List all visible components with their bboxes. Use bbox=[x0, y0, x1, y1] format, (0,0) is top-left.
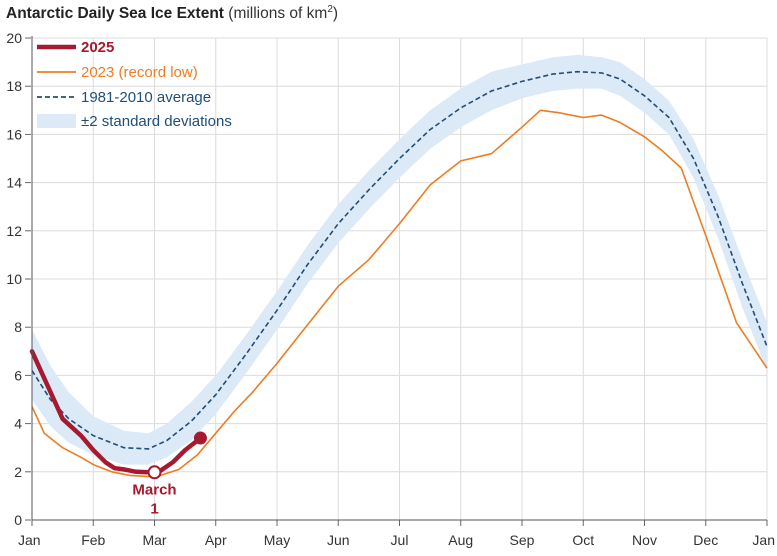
legend-label-band: ±2 standard deviations bbox=[81, 113, 232, 130]
y-tick-label: 14 bbox=[6, 175, 22, 191]
x-tick-label: Jun bbox=[327, 532, 350, 548]
series-lines bbox=[29, 70, 768, 478]
chart-title-unit: (millions of km2) bbox=[228, 4, 339, 23]
y-tick-label: 20 bbox=[6, 30, 22, 46]
x-tick-label: Oct bbox=[572, 532, 594, 548]
x-tick-label: Dec bbox=[693, 532, 718, 548]
x-tick-label: Feb bbox=[81, 532, 105, 548]
chart-title: Antarctic Daily Sea Ice Extent (millions… bbox=[6, 4, 338, 23]
y-tick-label: 6 bbox=[14, 367, 22, 383]
x-tick-label: Jan bbox=[752, 532, 775, 548]
chart-title-main: Antarctic Daily Sea Ice Extent bbox=[6, 5, 224, 23]
x-tick-label: Aug bbox=[448, 532, 473, 548]
x-tick-label: Apr bbox=[205, 532, 227, 548]
march-1-label-line2: 1 bbox=[150, 500, 158, 517]
x-tick-label: May bbox=[264, 532, 290, 548]
std-dev-band-area bbox=[32, 54, 767, 465]
axes: 0 2 4 6 8 10 12 14 16 18 20 Jan Feb Mar Apr May Jun Jul Au… bbox=[6, 30, 775, 548]
legend-label-s2023: 2023 (record low) bbox=[81, 64, 198, 81]
y-tick-label: 2 bbox=[14, 464, 22, 480]
markers: March 1 bbox=[132, 431, 207, 517]
x-tick-label: Sep bbox=[510, 532, 535, 548]
march-1-label-line1: March bbox=[132, 481, 176, 498]
legend-label-s2025: 2025 bbox=[81, 39, 114, 56]
latest-2025-marker bbox=[193, 431, 207, 445]
legend: 2025 2023 (record low) 1981-2010 average ±2… bbox=[37, 39, 232, 130]
series-average-line bbox=[31, 70, 768, 450]
y-tick-label: 16 bbox=[6, 126, 22, 142]
x-tick-label: Jan bbox=[18, 532, 41, 548]
series-2023-line bbox=[31, 109, 768, 478]
unit-suffix: ) bbox=[332, 5, 339, 23]
x-tick-label: Jul bbox=[391, 532, 409, 548]
y-tick-label: 8 bbox=[14, 319, 22, 335]
x-tick-label: Mar bbox=[142, 532, 166, 548]
x-tick-label: Nov bbox=[632, 532, 657, 548]
y-tick-label: 10 bbox=[6, 271, 22, 287]
y-tick-label: 4 bbox=[14, 416, 22, 432]
march-1-marker bbox=[147, 465, 162, 480]
y-tick-label: 0 bbox=[14, 512, 22, 528]
legend-label-average: 1981-2010 average bbox=[81, 89, 211, 106]
std-dev-band bbox=[32, 54, 767, 465]
y-tick-label: 12 bbox=[6, 223, 22, 239]
unit-prefix: (millions of km bbox=[228, 5, 328, 23]
unit-superscript: 2 bbox=[327, 4, 333, 15]
y-tick-label: 18 bbox=[6, 78, 22, 94]
series-2025-line bbox=[29, 349, 203, 475]
legend-swatch-band bbox=[37, 114, 76, 128]
grid-lines bbox=[31, 37, 768, 520]
